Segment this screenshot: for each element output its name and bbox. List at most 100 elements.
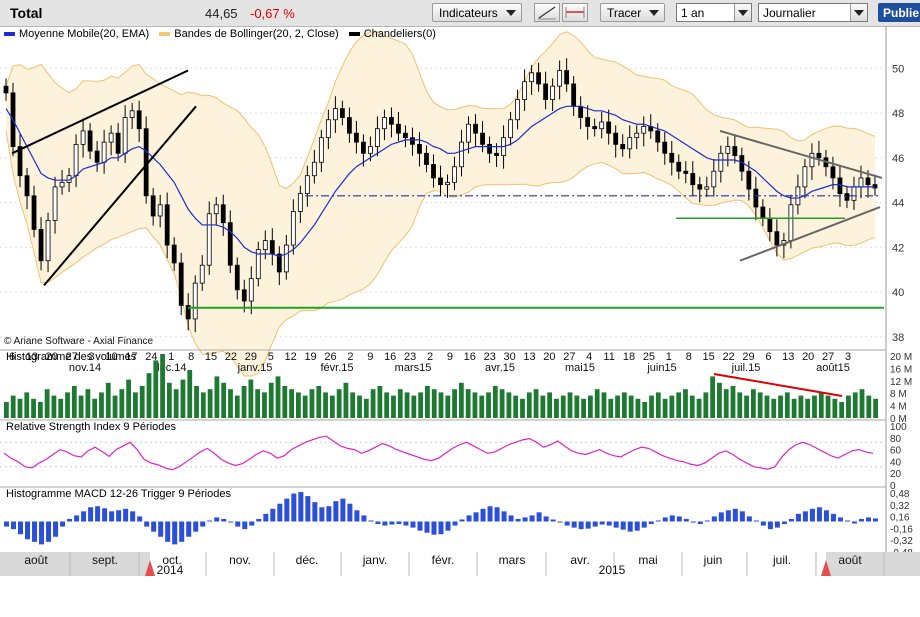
candle-body [3, 85, 9, 94]
candle-body [718, 152, 724, 172]
volume-bar [750, 389, 756, 418]
volume-bar [194, 386, 199, 418]
macd-bar [718, 512, 724, 522]
candle-body [353, 132, 359, 143]
candle-body [220, 204, 226, 224]
x-day-label: 13 [26, 351, 38, 363]
macd-bar [865, 517, 871, 522]
x-day-label: 17 [125, 351, 137, 363]
last-price: 44,65 [205, 6, 238, 21]
panel-tick-label: 0,32 [890, 501, 910, 512]
interval-select[interactable]: Journalier [758, 3, 868, 22]
macd-bar [361, 515, 367, 522]
volume-bar [425, 386, 430, 418]
period-select[interactable]: 1 an [676, 3, 752, 22]
candle-body [31, 195, 37, 230]
bollinger-upper-line [5, 31, 876, 189]
panel-tick-label: 60 [890, 446, 902, 457]
volume-bar [588, 395, 593, 418]
candle-body [627, 137, 633, 150]
publish-button[interactable]: Publie [878, 3, 920, 22]
macd-bar [550, 519, 556, 522]
macd-bar [32, 521, 38, 542]
macd-bar [697, 521, 703, 525]
bb-swatch [159, 32, 171, 37]
draw-button[interactable]: Tracer [600, 3, 665, 22]
x-day-label: 19 [304, 351, 316, 363]
candle-body [774, 231, 780, 246]
time-navigator[interactable]: août sept. oct. nov. déc. janv. févr. mars avr. m… [0, 552, 920, 576]
x-month-label: juil.15 [731, 362, 761, 374]
volume-bar [139, 386, 145, 418]
panel-tick-label: 20 M [890, 352, 912, 363]
triangle-lower-line [739, 206, 881, 262]
volume-bar [146, 373, 152, 418]
candle-body [634, 132, 640, 139]
horizontal-line-tool-button[interactable] [562, 3, 588, 22]
macd-bar [676, 516, 682, 522]
candle-body [375, 128, 380, 148]
x-month-label: août15 [816, 362, 850, 374]
volume-bar [581, 398, 586, 418]
candle-body [473, 123, 478, 134]
candle-body [613, 132, 619, 145]
macd-bar [256, 518, 262, 522]
volume-bar [24, 392, 30, 418]
macd-bar [515, 518, 521, 522]
volume-bar [92, 398, 98, 418]
macd-bar [487, 506, 493, 522]
candle-body [185, 305, 191, 320]
candle-body [683, 170, 689, 174]
x-month-label: févr.15 [320, 362, 353, 374]
candle-body [157, 204, 163, 217]
volume-bar [363, 398, 369, 418]
volume-bar [207, 389, 213, 418]
candle-body [508, 119, 513, 139]
macd-bar [249, 521, 255, 526]
volume-bar [601, 392, 607, 418]
macd-bar [858, 518, 864, 522]
indicators-button[interactable]: Indicateurs [432, 3, 522, 22]
volume-bar [350, 392, 356, 418]
x-day-label: 11 [603, 351, 614, 363]
volume-bar [133, 392, 138, 418]
macd-bar [844, 520, 850, 522]
volume-bar [187, 370, 193, 418]
macd-bar [326, 506, 332, 522]
macd-bar [102, 508, 108, 522]
macd-bar [851, 521, 857, 524]
volume-bar [99, 392, 104, 418]
macd-bar [95, 506, 101, 522]
trendline-wedge-lower [43, 105, 197, 286]
volume-bar [51, 395, 57, 418]
candle-body [662, 141, 668, 154]
x-day-label: 29 [245, 351, 257, 363]
volume-bar [438, 392, 444, 418]
macd-bar [403, 521, 409, 526]
macd-bar [60, 521, 66, 527]
draw-line-tool-button[interactable] [534, 3, 560, 22]
panel-tick-label: 100 [890, 422, 907, 433]
panel-tick-label: 0 M [890, 414, 907, 425]
x-day-label: 3 [89, 351, 95, 363]
volume-bar [812, 395, 817, 418]
macd-bar [627, 521, 633, 532]
volume-bar [357, 395, 362, 418]
volume-bar [723, 389, 729, 418]
macd-bar [200, 521, 206, 527]
candle-body [262, 240, 268, 250]
macd-bar [382, 521, 388, 526]
panel-tick-label: 4 M [890, 402, 907, 413]
volume-bar [112, 395, 118, 418]
candle-body [368, 146, 373, 154]
volume-bar [492, 386, 498, 418]
candle-body [164, 204, 170, 246]
rsi-line [3, 435, 874, 471]
candle-body [522, 81, 527, 101]
macd-bar [872, 518, 878, 522]
candle-body [830, 166, 836, 179]
macd-bar [186, 521, 192, 537]
candle-body [269, 240, 275, 255]
volume-bar [574, 395, 580, 418]
volume-bar [771, 398, 777, 418]
